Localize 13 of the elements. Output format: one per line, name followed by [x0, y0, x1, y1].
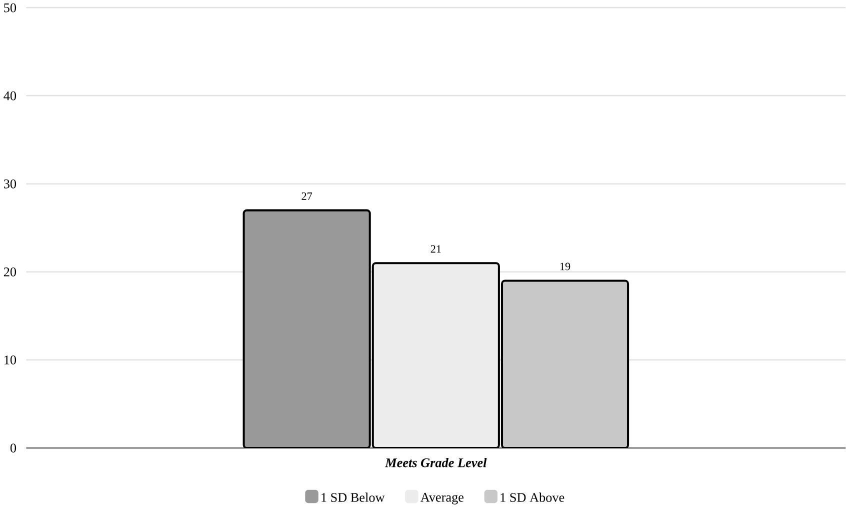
data-label: 21 — [430, 245, 441, 252]
legend-label: 1 SD Above — [500, 492, 564, 502]
y-tick-label: 50 — [4, 3, 16, 12]
legend-label: Average — [420, 492, 464, 504]
x-tick-label: Meets Grade Level — [384, 458, 487, 468]
y-tick-label: 40 — [4, 91, 16, 100]
y-tick-label: 30 — [4, 179, 16, 188]
legend-label: 1 SD Below — [322, 492, 385, 502]
data-label: 19 — [560, 262, 570, 270]
data-label: 27 — [302, 192, 312, 200]
y-tick-label: 20 — [4, 267, 16, 276]
y-tick-label: 0 — [10, 443, 16, 452]
y-tick-label: 10 — [4, 355, 16, 364]
